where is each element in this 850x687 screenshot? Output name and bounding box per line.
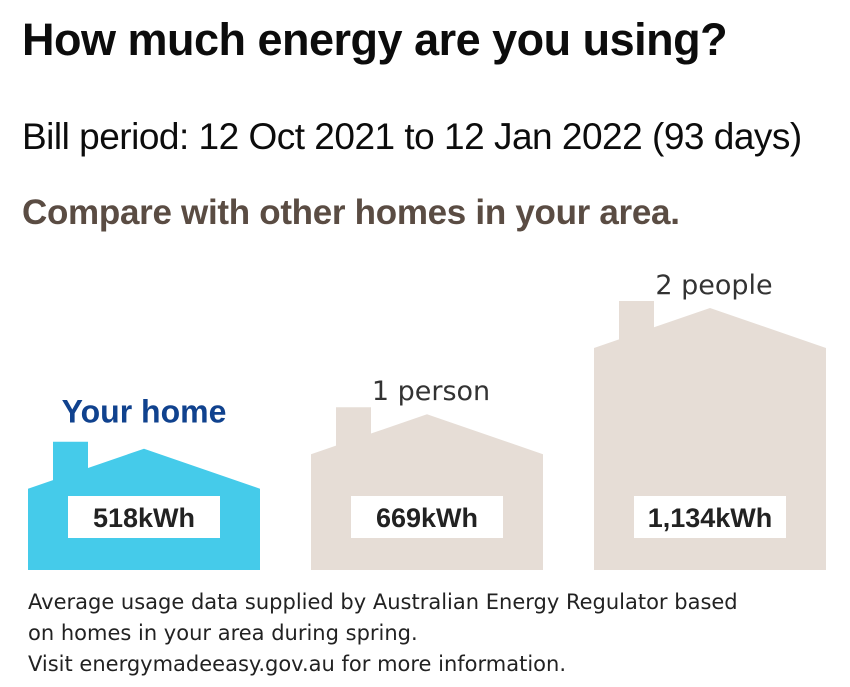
usage-comparison-chart: 518kWh Your home 669kWh 1 person 1,134kWh 2 p…: [28, 270, 826, 570]
value-box-3: [634, 496, 786, 538]
value-label-1: 518kWh: [93, 503, 195, 533]
category-label-2: 1 person: [372, 376, 490, 407]
page-title: How much energy are you using?: [22, 14, 728, 65]
footnote-line-2: on homes in your area during spring.: [28, 621, 418, 645]
compare-heading: Compare with other homes in your area.: [22, 193, 680, 232]
value-label-2: 669kWh: [376, 503, 478, 533]
footnote: Average usage data supplied by Australia…: [28, 587, 738, 680]
footnote-line-3: Visit energymadeeasy.gov.au for more inf…: [28, 652, 567, 676]
bill-period: Bill period: 12 Oct 2021 to 12 Jan 2022 …: [22, 116, 802, 157]
house-bar-2: [311, 407, 543, 570]
category-label-1: Your home: [62, 394, 227, 430]
value-box-1: [68, 496, 220, 538]
category-label-3: 2 people: [655, 270, 772, 301]
value-label-3: 1,134kWh: [648, 503, 773, 533]
value-box-2: [351, 496, 503, 538]
footnote-line-1: Average usage data supplied by Australia…: [28, 590, 738, 614]
